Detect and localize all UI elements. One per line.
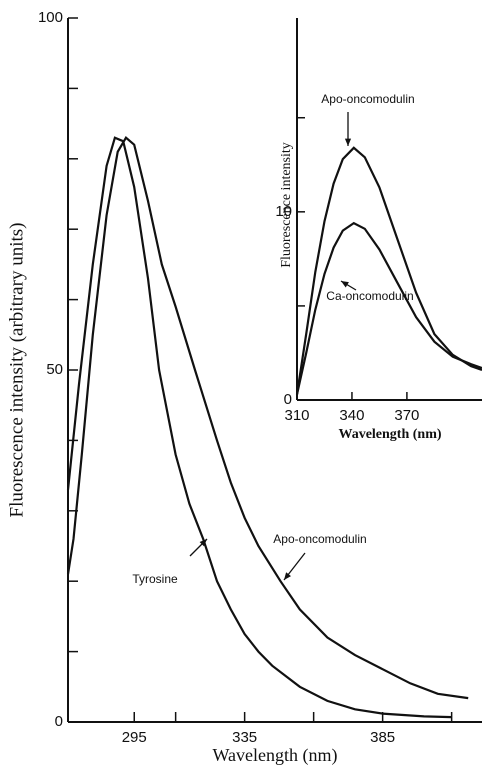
y-tick-label: 0 — [55, 713, 63, 730]
y-axis-label: Fluorescence intensity (arbitrary units) — [6, 223, 27, 518]
x-axis-label: Wavelength (nm) — [338, 427, 441, 442]
data-line — [295, 221, 482, 395]
y-tick-label: 0 — [284, 391, 292, 408]
x-tick-label: 295 — [122, 729, 147, 746]
data-line — [295, 146, 482, 395]
y-tick-label: 10 — [275, 203, 292, 220]
x-tick-label: 310 — [284, 407, 309, 424]
series-label: Apo-oncomodulin — [321, 92, 414, 106]
y-axis-label: Fluorescence intensity — [279, 142, 294, 268]
y-tick-label: 50 — [46, 361, 63, 378]
arrow-head — [341, 281, 349, 288]
series-label: Ca-oncomodulin — [326, 289, 413, 303]
x-tick-label: 340 — [339, 407, 364, 424]
arrow-head — [344, 138, 352, 146]
x-tick-label: 335 — [232, 729, 257, 746]
y-tick-label: 100 — [38, 9, 63, 26]
series-label: Apo-oncomodulin — [273, 532, 366, 546]
inset-background — [297, 18, 482, 400]
series-label: Tyrosine — [132, 572, 178, 586]
arrow-head — [284, 572, 291, 580]
data-line — [66, 136, 452, 719]
x-axis-label: Wavelength (nm) — [212, 745, 337, 766]
arrow-head — [199, 539, 207, 547]
data-line — [66, 136, 469, 700]
x-tick-label: 370 — [394, 407, 419, 424]
x-tick-label: 385 — [370, 729, 395, 746]
